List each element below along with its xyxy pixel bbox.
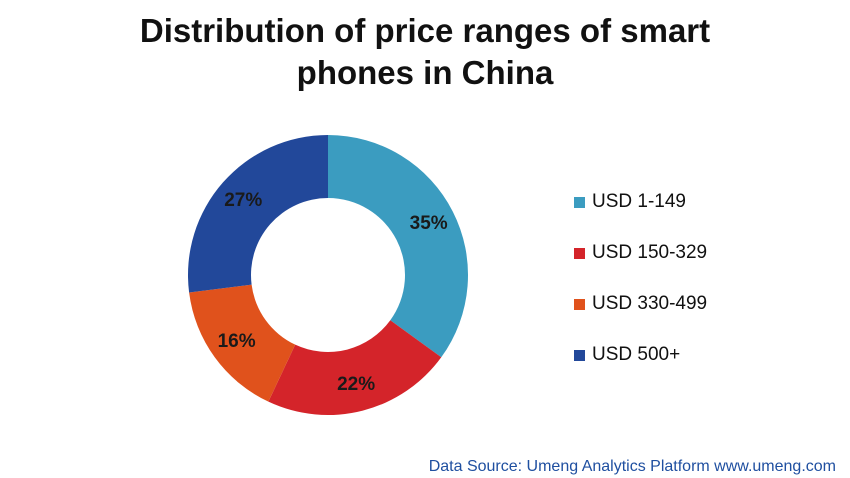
slice-value-label: 35% xyxy=(410,213,448,234)
legend-swatch xyxy=(574,349,585,361)
slice-value-label: 22% xyxy=(337,374,375,395)
legend-swatch xyxy=(574,196,585,208)
legend-swatch xyxy=(574,247,585,259)
slice-value-label: 27% xyxy=(224,190,262,211)
data-source-note: Data Source: Umeng Analytics Platform ww… xyxy=(428,458,836,475)
donut-slice-4 xyxy=(187,135,328,293)
donut-slice-2 xyxy=(268,320,442,415)
chart-title: Distribution of price ranges of smart ph… xyxy=(0,10,850,94)
legend-item: USD 150-329 xyxy=(574,241,707,265)
donut-slice-3 xyxy=(189,284,296,402)
legend-item: USD 330-499 xyxy=(574,292,707,316)
chart-title-line-1: Distribution of price ranges of smart xyxy=(139,12,711,49)
chart-title-line-2: phones in China xyxy=(296,54,554,91)
legend-label: USD 1-149 xyxy=(592,191,686,212)
legend-label: USD 500+ xyxy=(592,344,681,365)
legend-label: USD 150-329 xyxy=(592,242,708,263)
donut-slice-1 xyxy=(328,135,469,358)
legend-item: USD 500+ xyxy=(574,343,680,367)
slice-value-label: 16% xyxy=(218,331,256,352)
legend-label: USD 330-499 xyxy=(592,293,708,314)
legend-item: USD 1-149 xyxy=(574,190,686,214)
legend-swatch xyxy=(574,298,585,310)
